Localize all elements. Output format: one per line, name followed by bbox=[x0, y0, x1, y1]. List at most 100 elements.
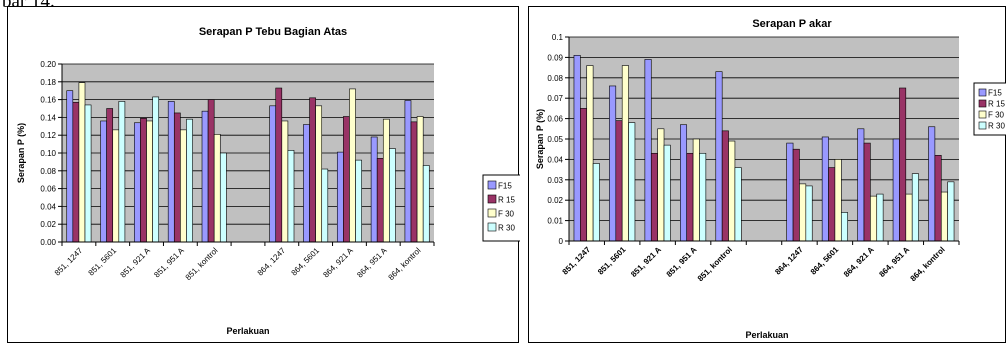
bar bbox=[821, 136, 829, 242]
y-tick-label: 0.16 bbox=[40, 96, 56, 105]
y-axis-label: Serapan P (%) bbox=[16, 123, 26, 183]
x-tick-label: 864, 921 A bbox=[842, 245, 876, 279]
y-tick-label: 0.20 bbox=[40, 60, 56, 69]
bar bbox=[870, 195, 878, 242]
bar bbox=[207, 99, 215, 243]
legend-swatch bbox=[978, 121, 987, 130]
bar bbox=[422, 165, 430, 243]
legend-label: F 30 bbox=[988, 111, 1005, 120]
bar bbox=[876, 193, 884, 242]
bar bbox=[186, 118, 193, 243]
legend-swatch bbox=[487, 222, 497, 232]
bar bbox=[370, 136, 378, 243]
bar bbox=[650, 152, 658, 242]
chart-panel-shoot: Serapan P Tebu Bagian Atas 0.00 0.02 0.04 0.… bbox=[7, 6, 520, 343]
bar bbox=[609, 85, 617, 242]
y-tick-label: 0.14 bbox=[40, 113, 56, 122]
x-tick-label: 864, 5601 bbox=[290, 246, 322, 278]
bar bbox=[382, 118, 390, 243]
bar bbox=[66, 90, 74, 243]
bar bbox=[699, 152, 707, 242]
y-tick-label: 0.09 bbox=[547, 53, 563, 62]
x-axis-label: Perlakuan bbox=[745, 330, 788, 340]
bar bbox=[201, 110, 209, 243]
bar bbox=[349, 88, 356, 243]
bar bbox=[404, 100, 412, 243]
bar bbox=[72, 101, 80, 243]
bar bbox=[106, 108, 114, 243]
bar bbox=[84, 104, 92, 243]
bar bbox=[799, 183, 807, 242]
bar bbox=[857, 128, 865, 242]
y-tick-label: 0.04 bbox=[547, 155, 563, 164]
bar bbox=[167, 101, 175, 243]
bar bbox=[734, 167, 742, 242]
y-tick-label: 0.01 bbox=[547, 217, 563, 226]
y-tick-label: 0.10 bbox=[40, 149, 56, 158]
bar bbox=[410, 121, 418, 243]
y-axis-label: Serapan P (%) bbox=[535, 109, 545, 169]
x-tick-label: 851, 921 A bbox=[629, 245, 663, 279]
bar bbox=[692, 138, 700, 242]
bar bbox=[275, 87, 283, 243]
bar bbox=[287, 150, 295, 243]
bar bbox=[680, 124, 688, 242]
bar bbox=[321, 168, 329, 243]
y-tick-label: 0.12 bbox=[40, 131, 56, 140]
x-tick-label: 851, 1247 bbox=[561, 245, 593, 277]
x-tick-label: 851, kontrol bbox=[184, 246, 220, 282]
bar bbox=[628, 122, 636, 242]
bar bbox=[644, 59, 652, 242]
bar bbox=[219, 152, 227, 243]
bar bbox=[152, 96, 160, 243]
y-tick-label: 0.06 bbox=[547, 115, 563, 124]
x-axis-label: Perlakuan bbox=[226, 326, 269, 336]
x-tick-label: 864, kontrol bbox=[387, 246, 423, 282]
x-tick-label: 864, 1247 bbox=[256, 246, 288, 278]
bar bbox=[140, 117, 147, 243]
bar bbox=[899, 87, 907, 242]
bar bbox=[303, 124, 310, 243]
legend-label: F 30 bbox=[498, 210, 515, 219]
bar bbox=[336, 151, 344, 243]
bar bbox=[792, 148, 800, 242]
bar bbox=[834, 159, 842, 242]
y-tick-label: 0.1 bbox=[552, 33, 564, 42]
chart-shoot-p-uptake: Serapan P Tebu Bagian Atas 0.00 0.02 0.04 0.… bbox=[16, 26, 520, 336]
legend-swatch bbox=[978, 99, 987, 108]
bar bbox=[615, 120, 623, 242]
legend-label: R 30 bbox=[988, 122, 1005, 131]
bar bbox=[173, 112, 181, 243]
x-tick-label: 864, 1247 bbox=[773, 245, 805, 277]
bar bbox=[686, 152, 694, 242]
chart-panel-root: Serapan P akar 0 0.01 0.02 0.03 0.04 0.05 0.06 0… bbox=[528, 6, 1006, 343]
bar bbox=[892, 138, 900, 242]
bar bbox=[355, 159, 362, 243]
x-tick-label: 851, 1247 bbox=[53, 246, 85, 278]
bar bbox=[728, 140, 736, 242]
y-tick-label: 0.04 bbox=[40, 202, 56, 211]
x-tick-label: 851, 5601 bbox=[596, 245, 628, 277]
bar bbox=[416, 116, 424, 243]
chart-title: Serapan P akar bbox=[752, 18, 832, 30]
bar bbox=[786, 142, 794, 242]
y-tick-label: 0.18 bbox=[40, 78, 56, 87]
legend-label: F15 bbox=[498, 182, 512, 191]
x-tick-label: 851, 921 A bbox=[119, 246, 153, 280]
bar bbox=[940, 191, 948, 242]
y-tick-label: 0.08 bbox=[547, 74, 563, 83]
legend-label: R 30 bbox=[498, 224, 515, 233]
y-tick-label: 0.00 bbox=[40, 238, 56, 247]
chart-title: Serapan P Tebu Bagian Atas bbox=[199, 26, 347, 38]
x-tick-label: 864, 951 A bbox=[355, 246, 389, 280]
bar bbox=[863, 142, 871, 242]
y-tick-label: 0 bbox=[559, 237, 564, 246]
y-tick-label: 0.02 bbox=[40, 220, 56, 229]
bar bbox=[269, 105, 277, 243]
y-tick-label: 0.06 bbox=[40, 185, 56, 194]
x-tick-label: 864, 5601 bbox=[809, 245, 841, 277]
bar bbox=[828, 167, 836, 242]
bar bbox=[309, 97, 316, 243]
bar bbox=[112, 129, 120, 243]
bar bbox=[573, 55, 581, 242]
